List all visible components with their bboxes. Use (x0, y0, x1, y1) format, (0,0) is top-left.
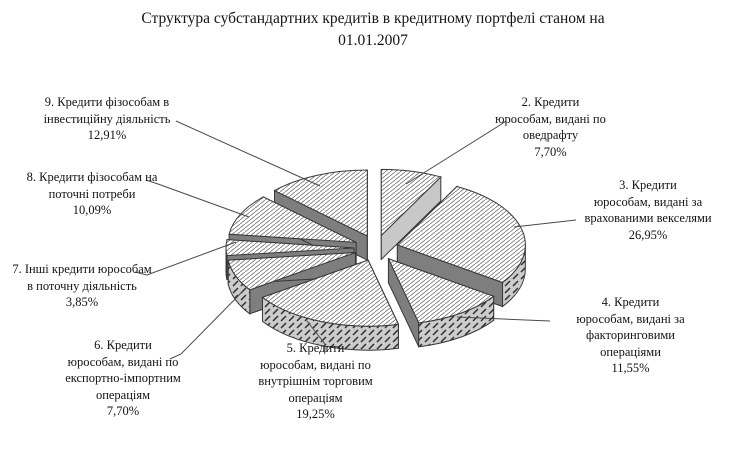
slice-callout-7: 7. Інші кредити юрособам в поточну діяль… (2, 261, 162, 311)
slice-top-face (225, 239, 355, 257)
callout-text: 8. Кредити фізособам на поточні потреби (26, 170, 158, 201)
callout-percent: 12,91% (87, 128, 127, 142)
slice-callout-8: 8. Кредити фізособам на поточні потреби … (8, 169, 176, 219)
slice-top-face (261, 259, 400, 327)
slice-top-face (387, 257, 495, 324)
callout-text: 3. Кредити юрособам, видані за враховани… (584, 178, 712, 225)
pie-slice-2 (380, 168, 442, 261)
leader-line-4 (456, 316, 551, 322)
callout-text: 2. Кредити юрособам, видані по оведрафту (495, 95, 606, 142)
callout-percent: 3,85% (65, 295, 99, 309)
slice-callout-2: 2. Кредити юрособам, видані по оведрафту… (468, 94, 633, 160)
callout-percent: 19,25% (296, 407, 335, 421)
leader-line-9 (175, 120, 321, 187)
callout-text: 4. Кредити юрособам, видані за факторинг… (576, 295, 685, 359)
callout-percent: 11,55% (611, 361, 650, 375)
slice-callout-4: 4. Кредити юрособам, видані за факторинг… (538, 294, 723, 377)
callout-percent: 7,70% (534, 144, 567, 159)
slice-callout-9: 9. Кредити фізособам в інвестиційну діял… (22, 94, 192, 144)
callout-percent: 7,70% (106, 404, 140, 418)
callout-percent: 26,95% (628, 227, 668, 242)
leader-line-3 (513, 219, 577, 228)
leader-line-6 (169, 290, 244, 360)
leader-line-8 (145, 179, 250, 218)
callout-text: 7. Інші кредити юрособам в поточну діяль… (12, 262, 152, 293)
slice-callout-6: 6. Кредити юрособам, видані по експортно… (28, 337, 218, 420)
callout-text: 6. Кредити юрособам, видані по експортно… (65, 338, 181, 402)
slice-callout-5: 5. Кредити юрособам, видані по внутрішні… (228, 340, 403, 423)
leader-line-5 (306, 320, 326, 352)
chart-title: Структура субстандартних кредитів в кред… (141, 10, 605, 50)
pie-slice-5 (261, 259, 400, 351)
callout-percent: 10,09% (72, 203, 112, 217)
callout-text: 9. Кредити фізособам в інвестиційну діял… (43, 95, 171, 126)
leader-line-2 (405, 120, 507, 185)
slice-top-face (273, 169, 368, 237)
slice-callout-3: 3. Кредити юрособам, видані за враховани… (553, 177, 743, 243)
slice-top-face (227, 252, 356, 291)
slice-top-face (396, 185, 526, 284)
leader-line-7 (134, 241, 237, 276)
slice-top-face (380, 168, 442, 237)
pie-slice-4 (387, 257, 495, 348)
pie-slice-3 (396, 185, 526, 308)
callout-text: 5. Кредити юрособам, видані по внутрішні… (258, 341, 373, 405)
